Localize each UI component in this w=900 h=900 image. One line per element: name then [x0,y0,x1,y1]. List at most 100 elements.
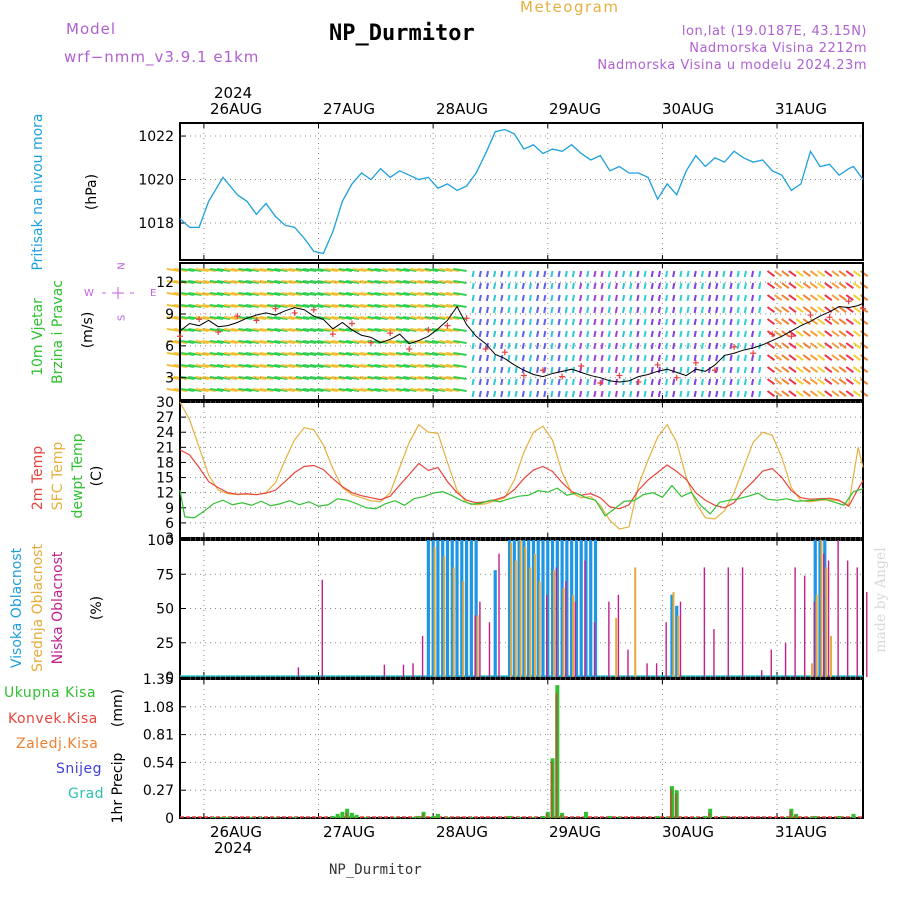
wind-barb [431,279,446,284]
total-rain-bar [808,816,813,818]
wind-barb [802,270,811,277]
wind-barb [795,282,804,289]
gust-marker [654,361,661,368]
wind-barb [360,327,374,332]
gust-marker [196,316,203,323]
wind-barb [579,270,583,278]
wind-barb [266,315,281,320]
mid-cloud-bar [529,567,532,677]
panel-frame [179,678,864,819]
wind-barb [557,318,561,326]
wind-barb [774,270,783,277]
wind-barb [500,330,504,338]
wind-barb [650,378,654,386]
wind-barb [736,282,740,290]
wind-barb [238,291,252,296]
wind-barb [259,327,274,332]
wind-barb [485,378,490,386]
wind-barb [621,330,626,338]
wind-barb [736,354,740,362]
y-tick-label: 1020 [138,173,174,189]
wind-barb [831,282,840,289]
top-day-label: 29AUG [549,100,601,118]
wind-barb [643,378,647,386]
gust-marker [215,329,222,336]
wind-barb [715,354,719,362]
wind-barb [686,270,690,278]
wind-barb [453,327,467,332]
wind-barb [274,363,288,368]
low-cloud-bar [383,664,386,677]
wind-barb [410,387,424,392]
wind-barb [802,378,811,385]
wind-barb [672,318,676,326]
wind-barb [672,306,676,314]
high-cloud-bar [555,540,559,677]
wind-barb [536,342,540,350]
wind-barb [809,366,819,373]
top-day-label: 30AUG [662,100,714,118]
wind-barb [381,279,396,284]
wind-barb [209,327,224,332]
wind-barb [707,306,712,314]
wind-barb [417,267,431,272]
wind-barb [288,363,302,368]
wind-barb [650,330,654,338]
high-cloud-bar [450,540,454,677]
y-tick-label: 0.81 [143,728,174,744]
wind-barb [550,270,554,278]
wind-barb [636,282,640,290]
wind-barb [736,330,740,338]
wind-barb [643,270,647,278]
wind-barb [317,351,331,356]
wind-barb [367,327,381,332]
gust-marker [444,322,451,329]
wind-barb [664,366,669,374]
top-day-label: 31AUG [775,100,827,118]
wind-barb [686,354,690,362]
wind-barb [650,306,654,314]
wind-barb [259,315,274,320]
total-rain-bar [354,814,359,818]
wind-barb [781,282,790,289]
wind-barb [238,303,252,308]
wind-barb [295,375,310,380]
wind-barb [374,375,388,380]
conv-rain-bar [421,813,424,818]
wind-barb [679,270,683,278]
mid-cloud-bar [533,553,536,677]
legend-conv-rain: Konvek.Kisa [8,711,98,727]
wind-barb [550,282,554,290]
wind-barb [352,303,367,308]
wind-barb [446,351,460,356]
wind-barb [514,342,518,350]
wind-barb [579,378,583,386]
wind-barb [381,351,396,356]
wind-barb [852,366,862,373]
gust-marker [329,331,336,338]
wind-barb [743,390,747,398]
wind-barb [259,267,274,272]
gust-marker [673,374,680,381]
wind-barb [295,267,310,272]
high-cloud-bar [536,540,540,677]
wind-barb [231,351,245,356]
wind-barb [736,270,740,278]
high-cloud-bar [517,540,521,677]
wind-barb [338,327,353,332]
wind-barb [471,366,475,374]
wind-barb [528,318,533,326]
wind-barb [729,318,733,326]
wind-barb [500,342,504,350]
total-rain-bar [435,813,440,818]
wind-barb [802,306,811,313]
low-cloud-bar [321,579,323,677]
wind-barb [493,366,497,374]
gust-marker [463,315,470,322]
wind-barb [288,327,302,332]
wind-barb [231,327,245,332]
wind-barb [417,315,431,320]
wind-barb [758,270,762,278]
high-cloud-bar [570,540,574,677]
